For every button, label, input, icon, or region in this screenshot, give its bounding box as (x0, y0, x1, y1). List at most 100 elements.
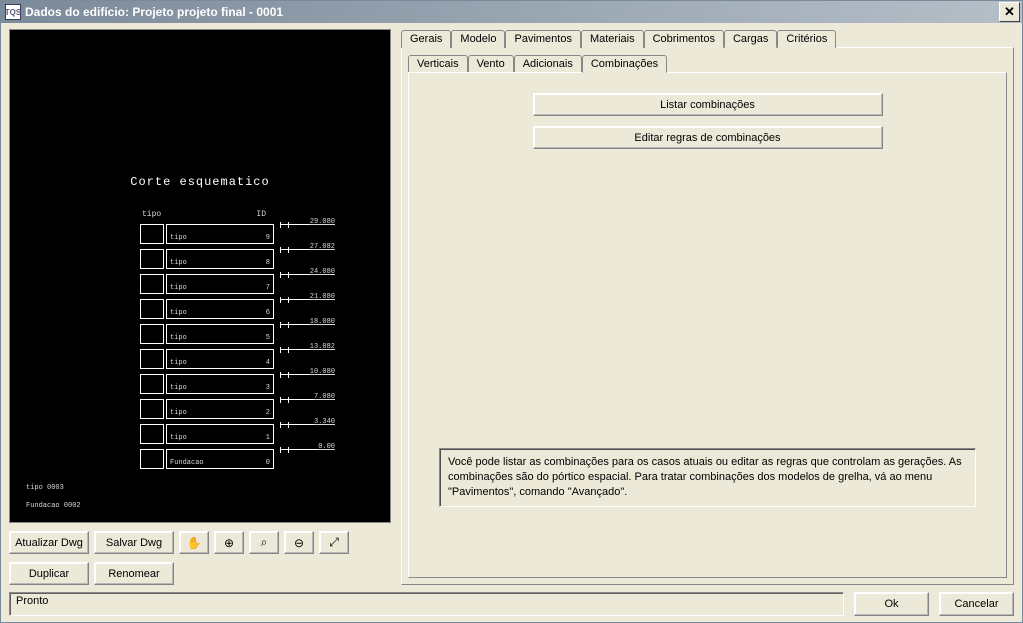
sch-cell-main: tipo8 (166, 249, 274, 269)
tab-pavimentos[interactable]: Pavimentos (505, 30, 580, 48)
main-tab-control: GeraisModeloPavimentosMateriaisCobriment… (401, 29, 1014, 585)
hand-icon: ✋ (187, 536, 202, 550)
sch-elev-value: 7.080 (314, 393, 335, 401)
sch-cell-left (140, 249, 164, 269)
sch-row-label: tipo (170, 409, 266, 417)
sch-row-label: tipo (170, 334, 266, 342)
zoom-in-button[interactable]: ⊕ (214, 531, 244, 554)
zoom-extents-button[interactable]: ⤢ (319, 531, 349, 554)
pan-button[interactable]: ✋ (179, 531, 209, 554)
salvar-dwg-button[interactable]: Salvar Dwg (94, 531, 174, 554)
atualizar-dwg-button[interactable]: Atualizar Dwg (9, 531, 89, 554)
tab-gerais[interactable]: Gerais (401, 30, 451, 48)
sch-elev-value: 0.00 (318, 443, 335, 451)
schematic-canvas[interactable]: Corte esquematico tipo ID tipo929.080tip… (9, 29, 391, 523)
sch-cell-left (140, 424, 164, 444)
cancel-button[interactable]: Cancelar (939, 592, 1014, 616)
status-bar: Pronto (9, 592, 844, 616)
sch-cell-left (140, 324, 164, 344)
canvas-side-labels: tipo 0003 Fundacao 0002 (26, 474, 81, 510)
editar-regras-button[interactable]: Editar regras de combinações (533, 126, 883, 149)
sch-elev-value: 10.080 (310, 368, 335, 376)
sch-row-label: Fundacao (170, 459, 266, 467)
sub-tab-control: VerticaisVentoAdicionaisCombinações List… (408, 54, 1007, 578)
sch-elev-value: 13.082 (310, 343, 335, 351)
sch-cell-main: tipo4 (166, 349, 274, 369)
subtab-vento[interactable]: Vento (468, 55, 514, 73)
sch-row-num: 8 (266, 259, 270, 267)
sch-row-num: 6 (266, 309, 270, 317)
sch-row-num: 7 (266, 284, 270, 292)
sch-row-num: 0 (266, 459, 270, 467)
tab-cobrimentos[interactable]: Cobrimentos (644, 30, 724, 48)
side-label-2: Fundacao 0002 (26, 502, 81, 510)
schematic-row: Fundacao0 0.00 (140, 446, 350, 471)
sch-cell-left (140, 399, 164, 419)
sch-row-label: tipo (170, 284, 266, 292)
sch-row-label: tipo (170, 234, 266, 242)
schematic-grid: tipo ID tipo929.080tipo827.082tipo724.08… (140, 210, 350, 471)
sch-cell-main: tipo3 (166, 374, 274, 394)
subtab-combinacoes[interactable]: Combinações (582, 55, 667, 73)
sch-elev-tick: 21.080 (280, 299, 335, 319)
close-button[interactable]: ✕ (999, 2, 1020, 22)
subtab-adicionais[interactable]: Adicionais (514, 55, 582, 73)
sch-elev-value: 29.080 (310, 218, 335, 226)
sch-elev-value: 18.080 (310, 318, 335, 326)
sch-row-num: 5 (266, 334, 270, 342)
app-icon: TQS (5, 4, 21, 20)
sch-cell-left (140, 299, 164, 319)
listar-combinacoes-button[interactable]: Listar combinações (533, 93, 883, 116)
tab-cargas[interactable]: Cargas (724, 30, 777, 48)
sch-cell-left (140, 274, 164, 294)
subtab-verticais[interactable]: Verticais (408, 55, 468, 73)
renomear-button[interactable]: Renomear (94, 562, 174, 585)
footer: Pronto Ok Cancelar (1, 589, 1022, 622)
sub-tab-body: Listar combinações Editar regras de comb… (408, 72, 1007, 578)
ok-button[interactable]: Ok (854, 592, 929, 616)
sch-cell-main: tipo9 (166, 224, 274, 244)
left-column: Corte esquematico tipo ID tipo929.080tip… (9, 29, 391, 585)
tab-materiais[interactable]: Materiais (581, 30, 644, 48)
sub-tab-row: VerticaisVentoAdicionaisCombinações (408, 54, 1007, 72)
sch-elev-tick: 0.00 (280, 449, 335, 469)
window-title: Dados do edifício: Projeto projeto final… (25, 5, 999, 19)
right-column: GeraisModeloPavimentosMateriaisCobriment… (401, 29, 1014, 585)
sch-row-num: 2 (266, 409, 270, 417)
sch-row-label: tipo (170, 384, 266, 392)
main-tab-body: VerticaisVentoAdicionaisCombinações List… (401, 47, 1014, 585)
tab-criterios[interactable]: Critérios (777, 30, 836, 48)
sch-header-col1: tipo (140, 210, 202, 219)
sch-cell-main: tipo6 (166, 299, 274, 319)
sch-cell-left (140, 449, 164, 469)
sch-row-label: tipo (170, 434, 266, 442)
sch-row-label: tipo (170, 359, 266, 367)
tab-modelo[interactable]: Modelo (451, 30, 505, 48)
sch-row-num: 9 (266, 234, 270, 242)
sch-elev-tick: 13.082 (280, 349, 335, 369)
sch-elev-tick: 7.080 (280, 399, 335, 419)
sch-cell-left (140, 374, 164, 394)
zoom-window-button[interactable]: ⌕ (249, 531, 279, 554)
zoom-window-icon: ⌕ (261, 535, 268, 550)
sch-row-num: 1 (266, 434, 270, 442)
sch-elev-tick: 18.080 (280, 324, 335, 344)
info-text: Você pode listar as combinações para os … (439, 448, 976, 507)
sch-elev-value: 24.080 (310, 268, 335, 276)
titlebar: TQS Dados do edifício: Projeto projeto f… (1, 1, 1022, 23)
sch-elev-tick: 27.082 (280, 249, 335, 269)
close-icon: ✕ (1004, 4, 1015, 20)
sch-cell-left (140, 349, 164, 369)
canvas-title: Corte esquematico (10, 175, 390, 189)
sch-header-col2: ID (202, 210, 274, 219)
sch-cell-main: tipo7 (166, 274, 274, 294)
dwg-toolbar-row2: Duplicar Renomear (9, 562, 391, 585)
main-tab-row: GeraisModeloPavimentosMateriaisCobriment… (401, 29, 1014, 47)
zoom-extents-icon: ⤢ (329, 535, 339, 550)
dialog-window: TQS Dados do edifício: Projeto projeto f… (0, 0, 1023, 623)
sch-cell-main: tipo1 (166, 424, 274, 444)
sch-row-label: tipo (170, 259, 266, 267)
duplicar-button[interactable]: Duplicar (9, 562, 89, 585)
zoom-out-button[interactable]: ⊖ (284, 531, 314, 554)
side-label-1: tipo 0003 (26, 484, 81, 492)
